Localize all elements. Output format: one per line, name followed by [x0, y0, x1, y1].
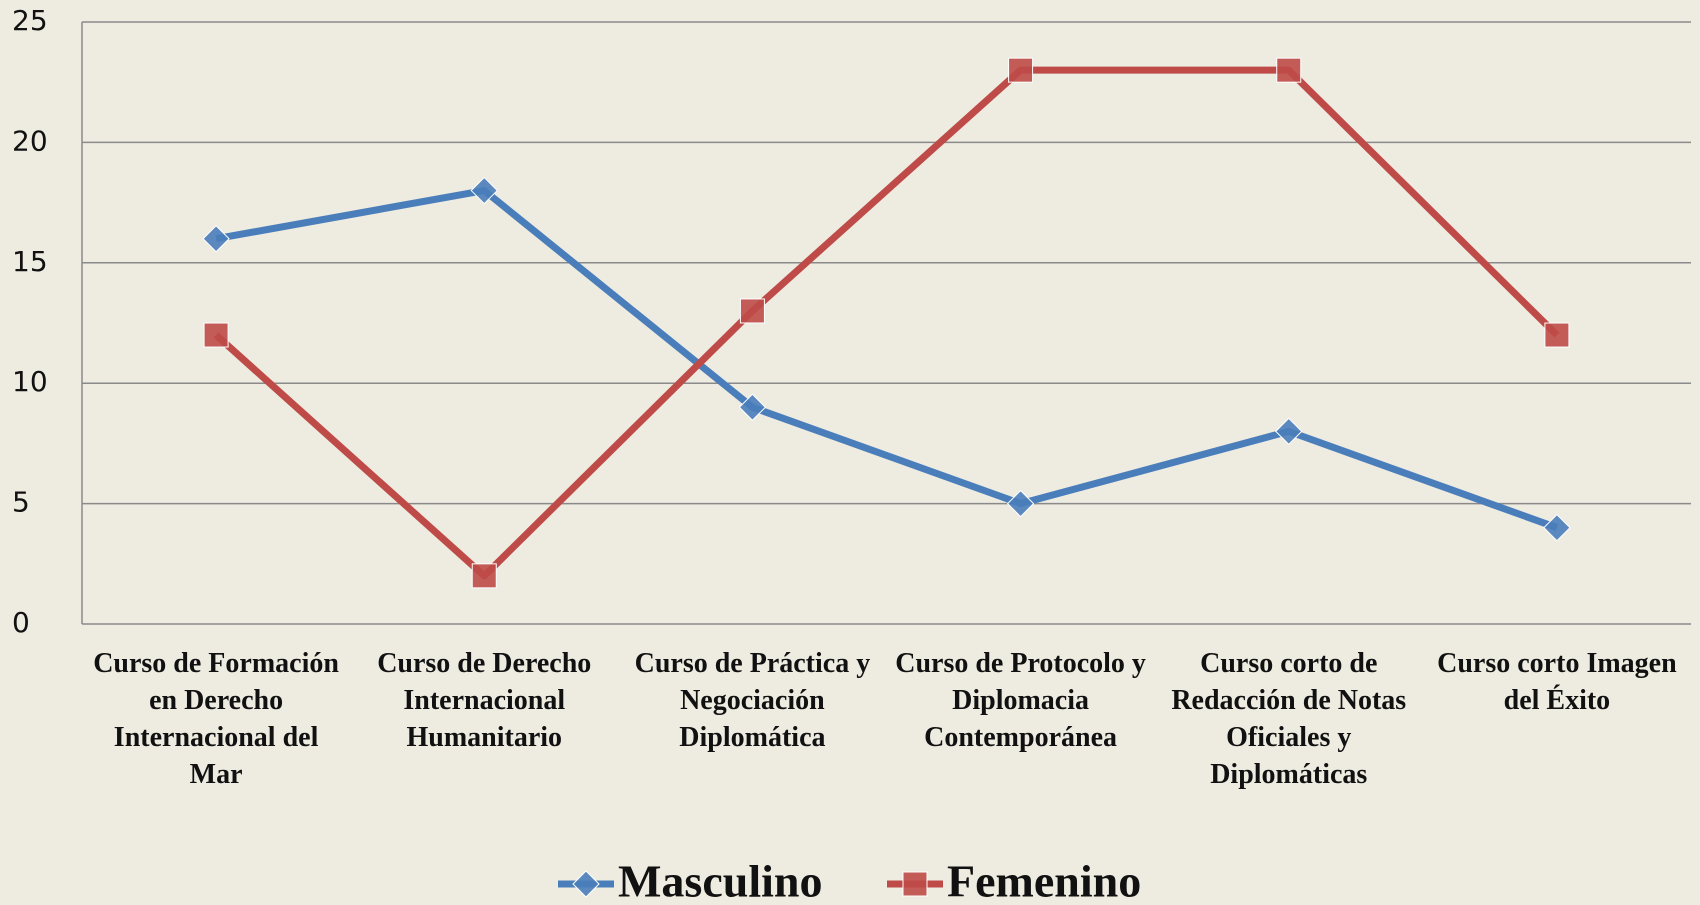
marker [1276, 57, 1302, 83]
y-tick-label: 0 [12, 606, 30, 639]
marker [1006, 489, 1035, 518]
x-tick-label: Curso corto de Redacción de Notas Oficia… [1171, 648, 1407, 790]
marker [1275, 417, 1303, 446]
y-tick-label: 10 [12, 365, 48, 398]
marker [203, 322, 229, 348]
marker [202, 225, 230, 253]
marker [738, 393, 767, 421]
x-tick-label: Curso de Derecho Internacional Humanitar… [377, 648, 592, 753]
series-line [215, 187, 1559, 531]
y-tick-label: 5 [12, 486, 30, 519]
x-tick-label: Curso corto Imagen del Éxito [1437, 648, 1677, 716]
marker [1544, 322, 1570, 348]
marker [471, 563, 497, 589]
x-tick-label: Curso de Formación en Derecho Internacio… [93, 648, 339, 790]
marker [739, 298, 765, 324]
marker [1543, 513, 1571, 542]
marker [1008, 57, 1034, 83]
y-tick-label: 15 [12, 245, 48, 278]
marker [902, 871, 928, 897]
marker [572, 870, 600, 898]
series-line [213, 66, 1560, 580]
x-tick-label: Curso de Protocolo y Diplomacia Contempo… [895, 648, 1146, 753]
legend-label: Masculino [618, 856, 822, 905]
x-tick-label: Curso de Práctica y Negociación Diplomát… [634, 648, 871, 753]
legend-label: Femenino [947, 856, 1141, 905]
y-tick-label: 25 [12, 4, 48, 37]
y-tick-label: 20 [12, 124, 48, 157]
marker [470, 176, 498, 205]
